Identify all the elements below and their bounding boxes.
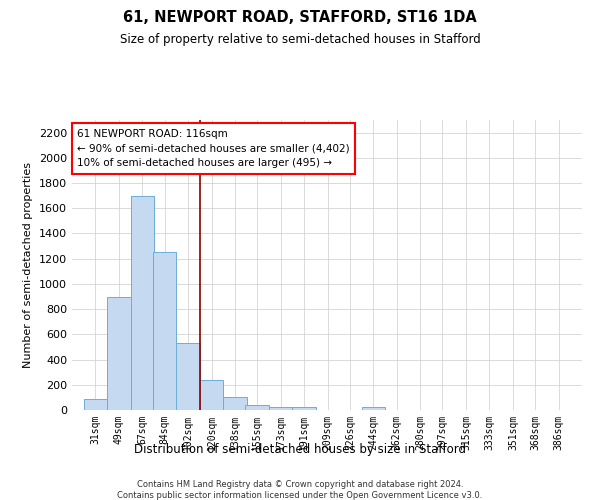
Text: Contains HM Land Registry data © Crown copyright and database right 2024.: Contains HM Land Registry data © Crown c… [137, 480, 463, 489]
Text: Contains public sector information licensed under the Open Government Licence v3: Contains public sector information licen… [118, 491, 482, 500]
Y-axis label: Number of semi-detached properties: Number of semi-detached properties [23, 162, 34, 368]
Bar [84, 398, 107, 410]
Text: Distribution of semi-detached houses by size in Stafford: Distribution of semi-detached houses by … [134, 442, 466, 456]
Bar [223, 398, 247, 410]
Bar [176, 343, 200, 410]
Bar [362, 408, 385, 410]
Bar [153, 252, 176, 410]
Bar [131, 196, 154, 410]
Bar [245, 405, 269, 410]
Bar [269, 407, 292, 410]
Bar [292, 408, 316, 410]
Bar [107, 296, 131, 410]
Text: Size of property relative to semi-detached houses in Stafford: Size of property relative to semi-detach… [119, 32, 481, 46]
Text: 61, NEWPORT ROAD, STAFFORD, ST16 1DA: 61, NEWPORT ROAD, STAFFORD, ST16 1DA [123, 10, 477, 25]
Bar [200, 380, 223, 410]
Text: 61 NEWPORT ROAD: 116sqm
← 90% of semi-detached houses are smaller (4,402)
10% of: 61 NEWPORT ROAD: 116sqm ← 90% of semi-de… [77, 128, 350, 168]
